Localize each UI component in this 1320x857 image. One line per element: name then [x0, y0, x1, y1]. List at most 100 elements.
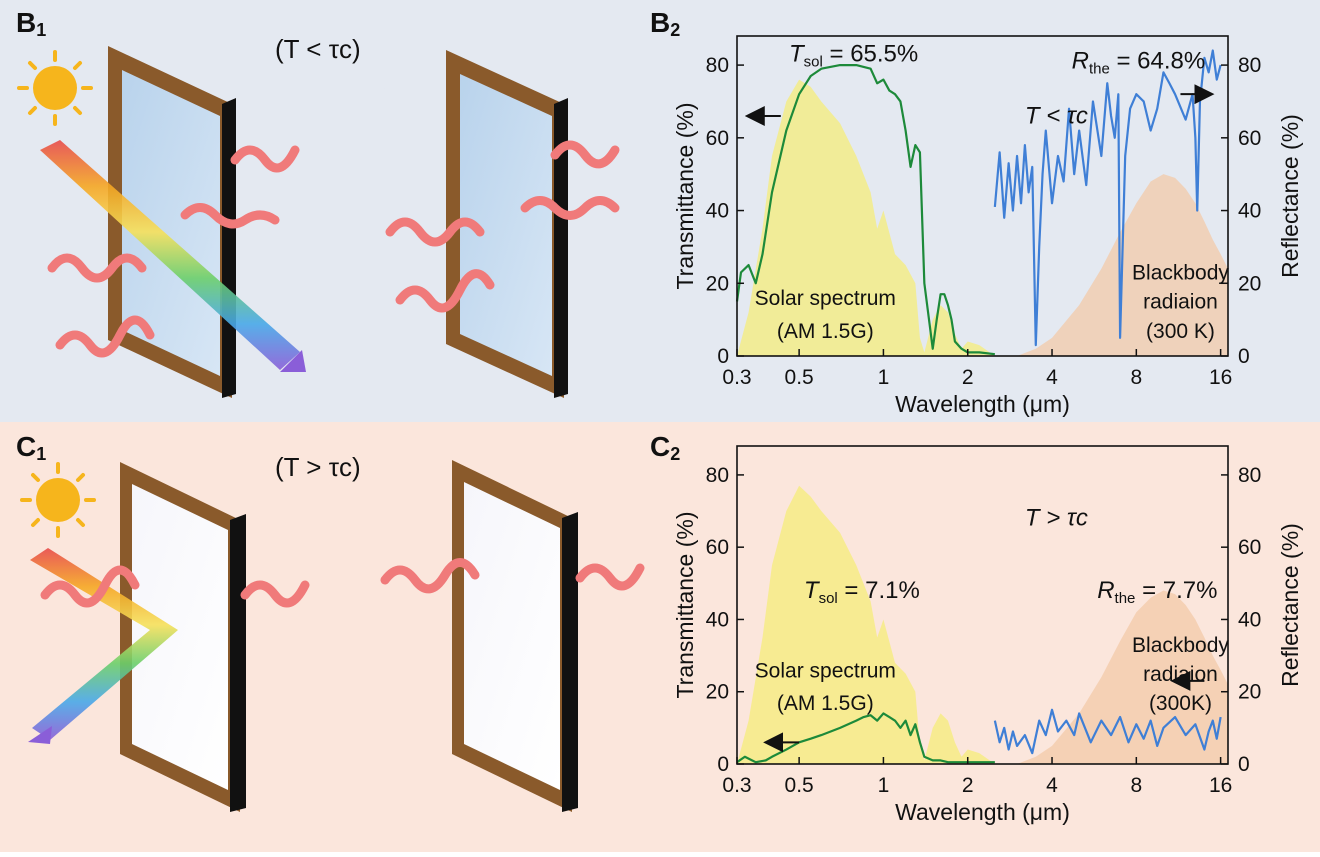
heat-wave-arrow-icon [380, 558, 480, 594]
rthe-annotation: Rthe = 7.7% [1097, 577, 1217, 607]
tsol-value: = 65.5% [823, 40, 918, 67]
solar-spectrum-label: Solar spectrum [755, 287, 896, 310]
chart-c2: 0.3 0.5 1 2 4 8 16 0 0 20 20 40 40 60 60 80 80 Wavelength… [672, 445, 1303, 825]
y-tick-label-left: 20 [706, 681, 729, 704]
window-icon [108, 46, 236, 398]
solar_spectrum-fill-area [737, 79, 995, 357]
y-tick-label-right: 80 [1238, 464, 1261, 487]
x-tick-label: 16 [1209, 774, 1232, 797]
blackbody-label: Blackbody [1132, 262, 1229, 285]
blackbody-temperature-label: (300 K) [1146, 320, 1215, 343]
y-tick-label-left: 60 [706, 127, 729, 150]
x-tick-label: 1 [878, 366, 890, 389]
y-tick-label-left: 40 [706, 608, 729, 631]
transmittance-line [735, 63, 995, 356]
sun-icon [20, 462, 96, 538]
panel-label-c1: C1 [16, 431, 46, 464]
y-tick-label-right: 0 [1238, 345, 1250, 368]
x-tick-label: 0.5 [785, 366, 814, 389]
solar-spectrum-sublabel: (AM 1.5G) [777, 692, 874, 715]
rthe-subscript: the [1115, 590, 1136, 607]
rthe-value: = 64.8% [1110, 48, 1205, 75]
chart-b2: 0.3 0.5 1 2 4 8 16 0 0 20 20 40 40 60 60 80 80 Wavelength… [672, 35, 1303, 417]
y-axis-label-right: Reflectance (%) [1277, 114, 1303, 278]
heat-wave-arrow-icon [55, 315, 155, 358]
tsol-subscript: sol [804, 53, 823, 70]
heat-wave-arrow-icon [395, 269, 495, 313]
heat-wave-arrow-icon [180, 203, 280, 229]
panel-label-c2: C2 [650, 431, 680, 464]
solar-spectrum-sublabel: (AM 1.5G) [777, 320, 874, 343]
rainbow-sunlight-beam-icon [40, 140, 306, 372]
tsol-annotation: Tsol = 7.1% [804, 577, 920, 607]
blackbody-sublabel: radiaion [1143, 663, 1218, 686]
blackbody-label: Blackbody [1132, 634, 1229, 657]
window-icon [120, 462, 246, 812]
reflectance-line [993, 49, 1222, 347]
heat-wave-arrow-icon [385, 217, 485, 247]
reflectance-line [993, 708, 1222, 755]
heat-wave-arrow-icon [520, 196, 620, 220]
x-axis-label: Wavelength (μm) [895, 799, 1070, 825]
y-tick-label-left: 0 [717, 345, 729, 368]
y-axis-label-left: Transmittance (%) [672, 511, 698, 698]
x-tick-label: 2 [962, 774, 974, 797]
tsol-value: = 7.1% [838, 577, 920, 604]
y-tick-label-right: 0 [1238, 753, 1250, 776]
window-icon [446, 50, 568, 398]
heat-wave-arrow-icon [47, 253, 147, 283]
heat-wave-arrow-icon [230, 145, 300, 173]
y-tick-label-right: 60 [1238, 127, 1261, 150]
sun-icon [17, 50, 93, 126]
y-tick-label-right: 80 [1238, 54, 1261, 77]
blackbody-temperature-label: (300K) [1149, 692, 1212, 715]
y-tick-label-right: 40 [1238, 200, 1261, 223]
heat-waves-top [47, 140, 620, 358]
tsol-subscript: sol [819, 590, 838, 607]
x-tick-label: 4 [1046, 774, 1058, 797]
x-tick-label: 0.3 [722, 774, 751, 797]
plot-frame [736, 35, 1229, 357]
solar-spectrum-label: Solar spectrum [755, 659, 896, 682]
heat-wave-arrow-icon [550, 140, 620, 169]
y-tick-label-left: 80 [706, 464, 729, 487]
x-tick-label: 1 [878, 774, 890, 797]
chart-condition-label: T < τc [1025, 102, 1088, 129]
x-axis-label: Wavelength (μm) [895, 391, 1070, 417]
heat-wave-arrow-icon [575, 563, 645, 591]
y-tick-label-left: 80 [706, 54, 729, 77]
y-tick-label-left: 0 [717, 753, 729, 776]
y-tick-label-right: 20 [1238, 272, 1261, 295]
rthe-symbol: R [1097, 577, 1114, 604]
plot-frame [736, 445, 1229, 765]
condition-label-top: (T < τc) [275, 34, 361, 64]
transmittance-line [736, 712, 995, 764]
x-tick-label: 8 [1130, 366, 1142, 389]
solar_spectrum-fill-area [737, 485, 995, 764]
x-tick-label: 16 [1209, 366, 1232, 389]
rthe-annotation: Rthe = 64.8% [1072, 48, 1206, 78]
y-tick-label-right: 60 [1238, 536, 1261, 559]
chart-condition-label: T > τc [1025, 505, 1088, 532]
x-tick-label: 8 [1130, 774, 1142, 797]
x-tick-label: 2 [962, 366, 974, 389]
tsol-annotation: Tsol = 65.5% [789, 40, 918, 70]
window-icon [452, 460, 578, 812]
panel-label-b1: B1 [16, 7, 46, 40]
blackbody-fill-area [1017, 590, 1228, 764]
rthe-subscript: the [1089, 61, 1110, 78]
y-tick-label-right: 20 [1238, 681, 1261, 704]
heat-wave-arrow-icon [40, 565, 140, 608]
heat-waves-bottom [40, 558, 645, 608]
x-tick-label: 0.5 [785, 774, 814, 797]
heat-wave-arrow-icon [240, 580, 310, 608]
rthe-value: = 7.7% [1135, 577, 1217, 604]
y-tick-label-left: 40 [706, 200, 729, 223]
x-tick-label: 4 [1046, 366, 1058, 389]
panel-label-b2: B2 [650, 7, 680, 40]
y-axis-label-left: Transmittance (%) [672, 102, 698, 289]
blackbody-sublabel: radiaion [1143, 291, 1218, 314]
x-tick-label: 0.3 [722, 366, 751, 389]
